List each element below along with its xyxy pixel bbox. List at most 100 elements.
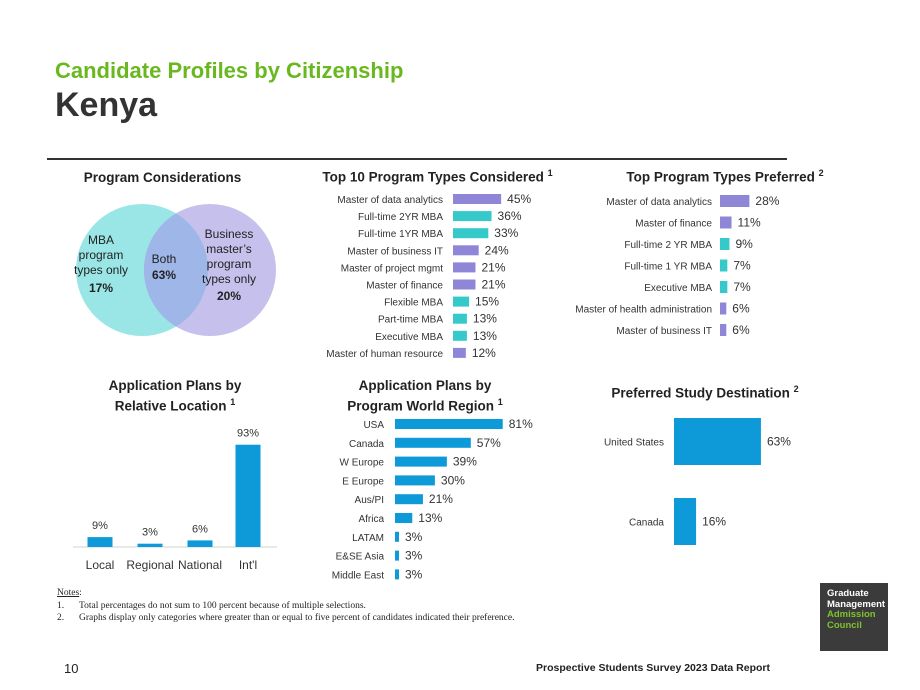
notes-heading: Notes xyxy=(57,588,80,598)
bar xyxy=(720,195,750,207)
data-label: 3% xyxy=(142,527,158,539)
category-label: Executive MBA xyxy=(644,283,712,294)
chart-top10-programs: Master of data analytics 45% Full-time 2YR… xyxy=(326,192,531,360)
venn-overlap xyxy=(143,213,209,327)
data-label: 57% xyxy=(477,436,501,450)
bar xyxy=(235,444,261,547)
category-label: E&SE Asia xyxy=(336,552,385,563)
chart-title-top10: Top 10 Program Types Considered 1 xyxy=(322,168,553,185)
bar xyxy=(137,543,163,547)
category-label: Master of data analytics xyxy=(337,195,443,206)
category-label: USA xyxy=(363,420,384,431)
category-label: Master of human resource xyxy=(326,349,443,360)
category-label: Master of project mgmt xyxy=(341,263,443,274)
category-label: Aus/PI xyxy=(355,495,384,506)
bar xyxy=(453,296,470,307)
category-label: LATAM xyxy=(352,533,384,544)
chart-title-relative-location: Application Plans by Relative Location 1 xyxy=(108,378,242,414)
category-label: Full-time 1 YR MBA xyxy=(624,262,712,273)
bar xyxy=(453,194,502,204)
chart-preferred-programs: Master of data analytics 28% Master of fin… xyxy=(575,194,779,337)
data-label: 12% xyxy=(472,346,496,360)
note-item-2: 2. Graphs display only categories where g… xyxy=(57,613,515,623)
data-label: 81% xyxy=(509,417,533,431)
category-label: Flexible MBA xyxy=(384,298,443,309)
data-label: 7% xyxy=(733,259,751,273)
page-title: Candidate Profiles by Citizenship xyxy=(55,58,404,83)
data-label: 3% xyxy=(405,530,423,544)
category-label: Full-time 2YR MBA xyxy=(358,212,443,223)
bar xyxy=(720,259,728,272)
category-label: Executive MBA xyxy=(375,332,443,343)
category-label: Master of data analytics xyxy=(606,197,712,208)
bar xyxy=(453,330,467,341)
bar xyxy=(395,456,447,467)
category-label: Full-time 1YR MBA xyxy=(358,229,443,240)
bar xyxy=(453,279,476,290)
data-label: 45% xyxy=(507,192,531,206)
data-label: 3% xyxy=(405,567,423,581)
data-label: 13% xyxy=(418,511,442,525)
data-label: 21% xyxy=(481,278,505,292)
bar xyxy=(720,238,730,250)
chart-study-destination: United States 63% Canada 16% xyxy=(604,418,791,545)
category-label: Master of finance xyxy=(366,281,443,292)
bar xyxy=(395,513,413,523)
category-label: W Europe xyxy=(340,458,385,469)
venn-both-label: Both 63% xyxy=(146,251,182,283)
data-label: 6% xyxy=(732,302,750,316)
data-label: 30% xyxy=(441,473,465,487)
data-label: 6% xyxy=(192,523,208,535)
bar xyxy=(720,216,732,229)
bar xyxy=(395,419,503,429)
venn-both-value: 63% xyxy=(151,268,177,282)
data-label: 36% xyxy=(498,209,522,223)
category-label: Master of business IT xyxy=(347,246,443,257)
data-label: 28% xyxy=(755,194,779,208)
data-label: 9% xyxy=(92,520,108,532)
bar xyxy=(453,228,489,239)
data-label: 9% xyxy=(735,237,753,251)
bar xyxy=(87,537,113,547)
chart-title-world-region: Application Plans by Program World Region… xyxy=(347,378,503,414)
category-label: Africa xyxy=(358,514,384,525)
chart-title-destination: Preferred Study Destination 2 xyxy=(611,384,799,401)
bar xyxy=(395,531,399,542)
venn-title: Program Considerations xyxy=(83,170,242,185)
bar xyxy=(720,302,727,315)
bar xyxy=(720,324,727,336)
chart-world-region: USA 81% Canada 57% W Europe 39% E Europe 30% Aus… xyxy=(332,417,533,581)
category-label: National xyxy=(178,558,222,572)
category-label: Canada xyxy=(349,439,384,450)
category-label: Int'l xyxy=(239,558,257,572)
data-label: 13% xyxy=(473,312,497,326)
page-number: 10 xyxy=(64,661,79,676)
bar xyxy=(674,498,697,545)
category-label: Master of health administration xyxy=(575,305,712,316)
category-label: United States xyxy=(604,438,664,449)
bar xyxy=(674,418,761,465)
data-label: 63% xyxy=(767,435,791,449)
bar xyxy=(453,211,492,222)
data-label: 39% xyxy=(453,455,477,469)
category-label: Canada xyxy=(629,518,664,529)
venn-right-label: Business master’s program types only 20% xyxy=(194,227,264,304)
data-label: 13% xyxy=(473,329,497,343)
venn-diagram xyxy=(76,204,276,336)
bar xyxy=(187,540,213,547)
chart-relative-location: 9% Local 3% Regional 6% National 93% Int'l xyxy=(73,428,277,572)
category-label: Local xyxy=(86,558,115,572)
bar xyxy=(453,262,476,273)
category-label: Regional xyxy=(126,558,173,572)
category-label: Part-time MBA xyxy=(378,315,443,326)
category-label: Middle East xyxy=(332,570,384,581)
category-label: E Europe xyxy=(342,476,384,487)
bar xyxy=(453,347,466,358)
bar xyxy=(395,569,399,580)
venn-left-label: MBA program types only 17% xyxy=(66,233,136,296)
category-label: Full-time 2 YR MBA xyxy=(624,240,712,251)
page-subtitle: Kenya xyxy=(55,86,158,124)
venn-right-value: 20% xyxy=(216,289,242,303)
divider xyxy=(47,158,787,160)
data-label: 33% xyxy=(494,226,518,240)
